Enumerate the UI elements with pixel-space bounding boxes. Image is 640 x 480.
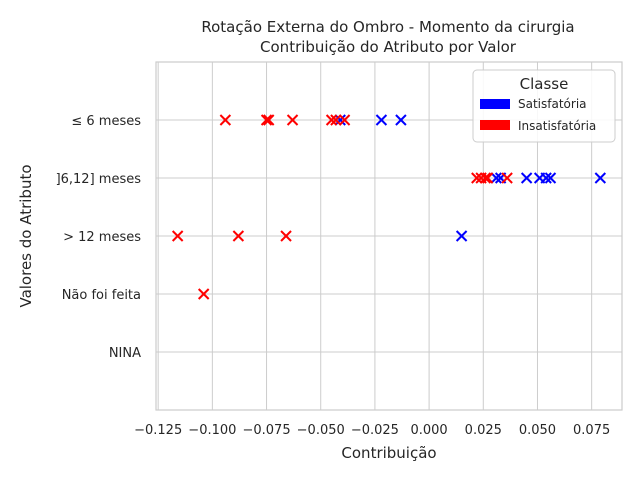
legend-swatch-satisfatoria	[480, 99, 510, 109]
data-point-satisfat-ria	[520, 172, 533, 184]
y-tick-label: ≤ 6 meses	[71, 114, 141, 129]
data-point-satisfat-ria	[455, 230, 468, 242]
legend: Classe Satisfatória Insatisfatória	[472, 69, 616, 143]
x-tick-label: 0.025	[465, 423, 502, 438]
x-tick-label: 0.050	[519, 423, 556, 438]
data-point-insatisfat-ria	[197, 288, 210, 300]
data-markers	[171, 114, 607, 300]
x-tick-label: 0.000	[410, 423, 447, 438]
x-tick-label: −0.075	[242, 423, 290, 438]
data-point-insatisfat-ria	[325, 114, 338, 126]
x-tick-label: 0.075	[573, 423, 610, 438]
data-point-satisfat-ria	[375, 114, 388, 126]
data-point-satisfat-ria	[490, 172, 502, 184]
x-tick-label: −0.050	[297, 423, 345, 438]
legend-swatch-insatisfatoria	[480, 120, 510, 130]
data-point-insatisfat-ria	[232, 230, 245, 242]
data-point-satisfat-ria	[540, 172, 552, 184]
y-tick-label: Não foi feita	[62, 288, 141, 303]
data-point-satisfat-ria	[395, 114, 407, 126]
y-tick-label: NINA	[109, 346, 141, 361]
y-axis-label: Valores do Atributo	[17, 164, 35, 307]
x-tick-label: −0.025	[351, 423, 399, 438]
data-point-insatisfat-ria	[262, 114, 275, 126]
chart-title-line-1: Rotação Externa do Ombro - Momento da ci…	[201, 18, 574, 36]
data-point-satisfat-ria	[334, 114, 346, 126]
data-point-insatisfat-ria	[481, 172, 494, 184]
plot-frame	[155, 61, 623, 411]
x-tick-label: −0.125	[134, 423, 182, 438]
x-tick-labels: −0.125 −0.100 −0.075 −0.050 −0.025 0.000 0.025…	[134, 423, 610, 438]
data-point-satisfat-ria	[594, 172, 607, 184]
data-point-satisfat-ria	[544, 172, 557, 184]
chart-title-line-2: Contribuição do Atributo por Valor	[260, 38, 517, 56]
data-point-insatisfat-ria	[330, 114, 342, 126]
data-point-insatisfat-ria	[286, 114, 299, 126]
data-point-insatisfat-ria	[260, 114, 273, 126]
data-point-insatisfat-ria	[501, 172, 513, 184]
data-point-insatisfat-ria	[280, 230, 292, 242]
legend-title: Classe	[520, 75, 569, 93]
x-axis-label: Contribuição	[341, 444, 436, 462]
data-point-insatisfat-ria	[479, 172, 492, 184]
y-tick-labels: ≤ 6 meses ]6,12] meses > 12 meses Não foi f…	[56, 114, 142, 361]
y-tick-label: > 12 meses	[63, 230, 141, 245]
legend-label-satisfatoria: Satisfatória	[518, 97, 587, 111]
y-tick-label: ]6,12] meses	[56, 172, 142, 187]
data-point-insatisfat-ria	[338, 114, 351, 126]
data-point-insatisfat-ria	[471, 172, 483, 184]
data-point-insatisfat-ria	[219, 114, 232, 126]
x-tick-label: −0.100	[188, 423, 236, 438]
legend-label-insatisfatoria: Insatisfatória	[518, 119, 596, 133]
data-point-insatisfat-ria	[171, 230, 184, 242]
